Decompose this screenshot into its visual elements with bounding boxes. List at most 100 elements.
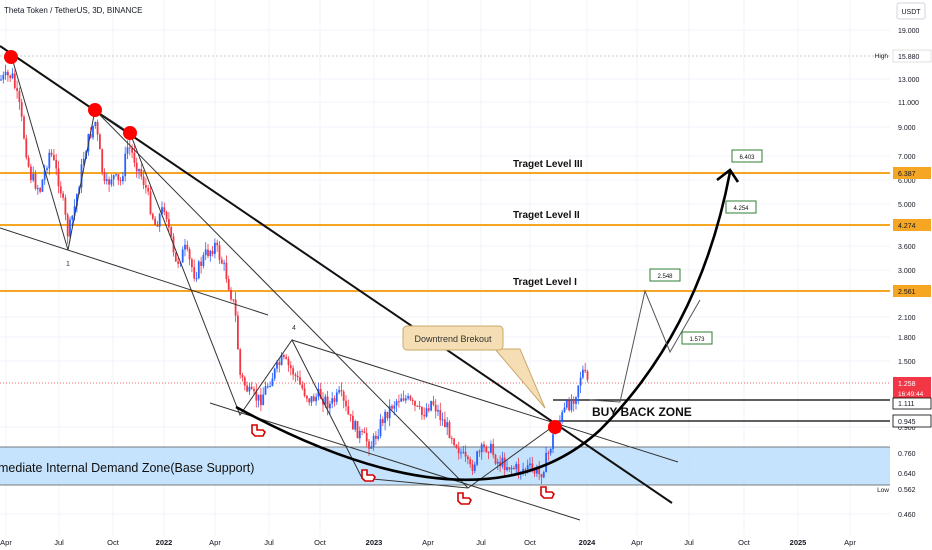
candle-body	[439, 409, 442, 421]
x-tick-label: Oct	[738, 538, 751, 547]
candle-body	[241, 374, 244, 378]
candle-body	[294, 374, 297, 376]
candle-body	[416, 405, 419, 407]
candle-body	[542, 472, 545, 478]
candle-body	[570, 400, 573, 411]
candle-body	[62, 193, 64, 198]
candle-body	[333, 398, 336, 402]
candle-body	[158, 214, 161, 227]
candle-body	[253, 388, 255, 392]
price-axis[interactable]: 19.000 13.000 11.000 9.000 7.000 6.000 5.000 3.…	[875, 0, 932, 550]
x-tick-label: 2023	[366, 538, 383, 547]
candle-body	[577, 385, 580, 398]
time-axis[interactable]: Apr Jul Oct 2022 Apr Jul Oct 2023 Apr Jul Oct 2024 A…	[0, 535, 890, 550]
x-tick-label: Oct	[314, 538, 327, 547]
candle-body	[329, 403, 331, 409]
candle-body	[499, 461, 501, 467]
inner-trend-line-b	[291, 339, 679, 463]
candle-body	[540, 474, 543, 478]
candle-body	[186, 244, 189, 250]
zigzag-pattern	[11, 57, 556, 489]
candle-body	[278, 362, 281, 365]
candle-body	[119, 180, 122, 182]
candle-body	[271, 378, 274, 387]
candle-body	[335, 392, 338, 402]
candle-body	[255, 391, 258, 401]
candle-body	[418, 405, 421, 407]
candle-body	[510, 467, 513, 470]
downtrend-callout: Downtrend Brekout	[402, 325, 546, 409]
candle-body	[421, 406, 423, 416]
candle-body	[363, 431, 366, 433]
candle-body	[266, 386, 269, 388]
candle-body	[526, 465, 529, 470]
candle-body	[386, 411, 389, 419]
candle-body	[381, 419, 384, 423]
peak-marker-2	[88, 103, 102, 117]
candle-body	[131, 148, 133, 153]
candle-body	[494, 454, 497, 464]
candle-body	[135, 162, 138, 172]
candle-body	[285, 356, 288, 359]
candle-body	[513, 467, 515, 469]
candle-body	[234, 299, 237, 316]
candle-body	[312, 396, 315, 402]
projection-label-1: 6.403	[739, 155, 755, 161]
candle-body	[584, 369, 587, 372]
candle-body	[565, 400, 568, 408]
candle-body	[370, 446, 373, 449]
candle-body	[156, 225, 159, 227]
candle-body	[149, 191, 152, 214]
candle-body	[358, 430, 361, 439]
candle-body	[448, 422, 451, 439]
candle-body	[483, 444, 485, 447]
candle-body	[264, 386, 267, 395]
candle-body	[170, 227, 173, 237]
y-tick-label: 3.600	[898, 244, 916, 251]
candle-body	[517, 464, 520, 473]
candle-body	[365, 432, 368, 442]
candle-body	[71, 215, 74, 220]
candle-body	[39, 188, 41, 192]
buy-back-top-value: 1.111	[898, 401, 915, 408]
candle-body	[101, 149, 104, 173]
y-tick-label: 11.000	[898, 100, 919, 107]
candle-body	[57, 168, 60, 187]
low-value: 0.562	[898, 487, 916, 494]
candle-body	[473, 464, 476, 471]
candle-body	[552, 434, 554, 449]
candle-body	[122, 176, 124, 182]
x-tick-label: Apr	[209, 538, 221, 547]
candle-body	[177, 261, 179, 264]
upper-channel-line	[0, 227, 269, 316]
candle-body	[66, 214, 69, 237]
candle-body	[464, 451, 467, 457]
candle-body	[407, 396, 409, 399]
breakout-marker	[548, 420, 562, 434]
candle-body	[434, 404, 437, 412]
candle-body	[299, 377, 301, 385]
downtrend-label: Downtrend Brekout	[414, 334, 492, 344]
candle-body	[393, 405, 396, 409]
candle-body	[292, 368, 294, 375]
candle-body	[227, 279, 230, 290]
candle-body	[315, 396, 317, 402]
candle-body	[283, 354, 285, 357]
x-tick-label: Oct	[524, 538, 537, 547]
current-price: 1.258	[898, 381, 916, 388]
candle-body	[211, 250, 214, 254]
candle-body	[561, 411, 564, 421]
candle-body	[485, 446, 488, 452]
candle-body	[96, 121, 99, 135]
candle-body	[310, 396, 313, 403]
x-tick-label: Apr	[631, 538, 643, 547]
candle-body	[204, 249, 207, 256]
x-tick-label: Apr	[0, 538, 12, 547]
candle-body	[423, 415, 426, 417]
candle-body	[414, 401, 416, 406]
candle-body	[151, 213, 154, 219]
candle-body	[462, 451, 465, 453]
candle-body	[391, 405, 393, 409]
candle-body	[425, 408, 428, 417]
